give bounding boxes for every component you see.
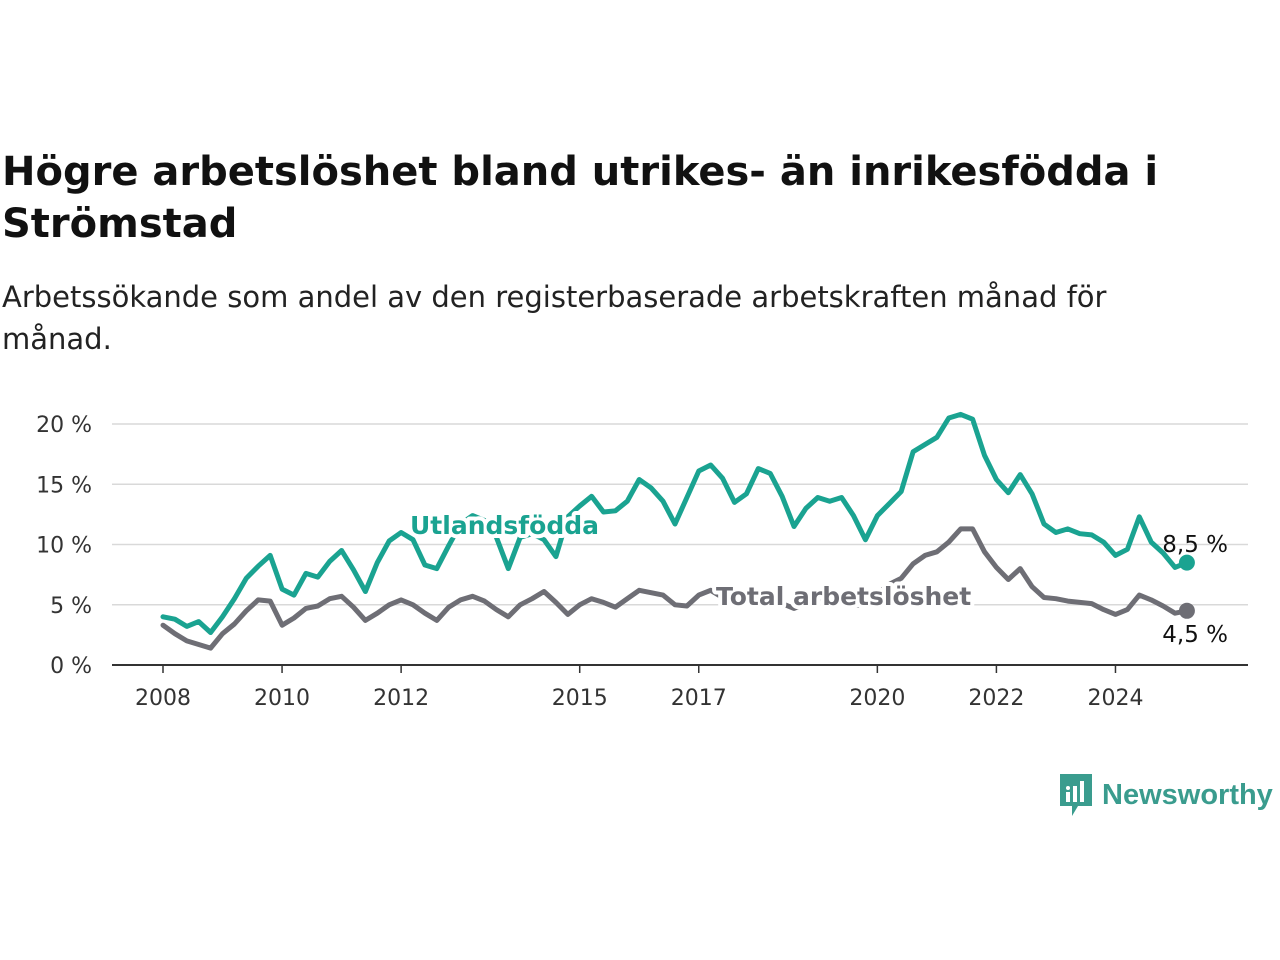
end-value-label-utlandsfodda: 8,5 % [1162,532,1228,558]
series-label-utlandsfodda: Utlandsfödda [410,511,599,540]
series-endpoint-total-arbetsl-shet [1178,602,1195,619]
x-tick-label: 2020 [849,686,905,711]
x-tick-label: 2008 [135,686,191,711]
x-tick-label: 2017 [671,686,727,711]
y-tick-label: 20 % [36,413,92,438]
newsworthy-wordmark: Newsworthy [1102,778,1273,811]
y-tick-label: 10 % [36,534,92,559]
y-tick-label: 15 % [36,473,92,498]
chart-subtitle: Arbetssökande som andel av den registerb… [2,280,1107,356]
series-line-total-arbetsl-shet [160,526,1190,651]
y-axis: 0 % 5 % 10 % 15 % 20 % [36,413,92,679]
x-tick-label: 2010 [254,686,310,711]
end-value-label-total-arbetsloshet: 4,5 % [1162,622,1228,648]
series-label-total-arbetsloshet: Total arbetslöshet [716,582,971,611]
line-chart: 0 % 5 % 10 % 15 % 20 % Utlandsfödda Total arb… [36,411,1248,711]
x-tick-label: 2015 [552,686,608,711]
x-tick-label: 2024 [1087,686,1143,711]
series-labels: Utlandsfödda Total arbetslöshet 8,5 % 4,5 % [406,507,1228,648]
series-lines [160,411,1195,651]
y-tick-label: 5 % [50,594,92,619]
x-tick-label: 2012 [373,686,429,711]
x-tick-label: 2022 [968,686,1024,711]
chart-title: Högre arbetslöshet bland utrikes- än inr… [2,149,1159,247]
series-endpoint-utlandsf-dda [1178,554,1195,571]
x-axis: 2008 2010 2012 2015 2017 2020 2022 2024 [112,664,1248,711]
series-line-utlandsf-dda [160,411,1190,635]
newsworthy-logo: Newsworthy [1058,772,1273,818]
y-tick-label: 0 % [50,654,92,679]
newsworthy-logo-icon [1060,774,1092,816]
